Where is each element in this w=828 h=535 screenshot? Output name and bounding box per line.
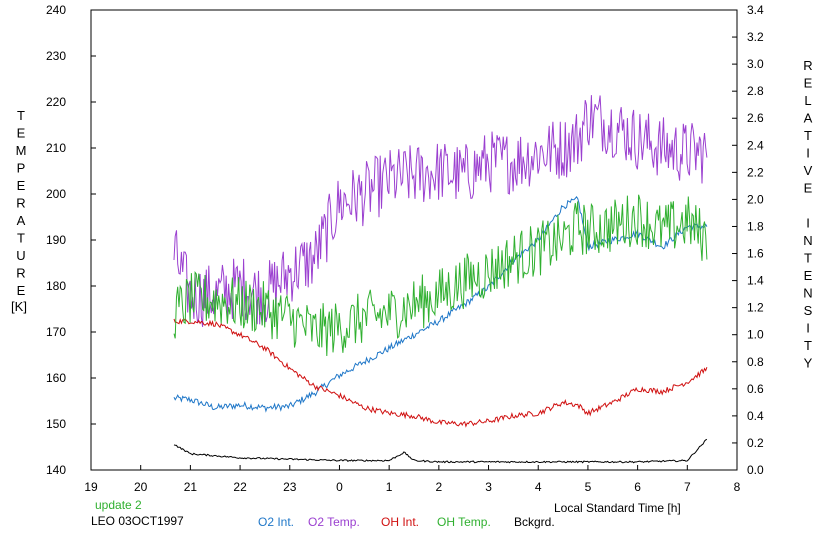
series-line-oh-temp [173,194,708,357]
x-tick-label: 20 [134,480,148,494]
y-right-tick-label: 0.8 [747,355,764,369]
x-tick-label: 3 [485,480,492,494]
y-left-tick-label: 170 [46,325,66,339]
footer-group: update 2 LEO 03OCT1997 Local Standard Ti… [91,498,681,528]
right-axis-label-letter: T [804,128,812,143]
right-axis-label-letter: I [806,216,810,231]
right-axis-label-letter: E [804,181,813,196]
y-right-tick-label: 2.4 [747,138,764,152]
left-axis-unit: [K] [11,299,27,314]
y-left-tick-label: 140 [46,463,66,477]
series-group [173,95,708,464]
left-axis-label-letter: T [17,231,25,246]
x-tick-label: 19 [84,480,98,494]
y-left-tick-label: 150 [46,417,66,431]
right-axis-label-letter: T [804,251,812,266]
y-left-tick-label: 200 [46,187,66,201]
right-axis-label-letter: V [804,163,813,178]
right-axis-label-letter: R [803,58,812,73]
right-axis-label-letter: I [806,321,810,336]
left-axis-label-letter: R [16,196,25,211]
left-axis-label-letter: R [16,266,25,281]
x-tick-label: 8 [734,480,741,494]
left-axis-label-letter: U [16,248,25,263]
update-label: update 2 [95,498,142,512]
legend-entry: Bckgrd. [514,515,555,529]
x-tick-label: 6 [634,480,641,494]
y-right-tick-label: 3.0 [747,57,764,71]
y-left-tick-label: 160 [46,371,66,385]
y-right-tick-label: 1.2 [747,301,764,315]
right-axis-label-letter: N [803,233,812,248]
right-axis-label-letter: T [804,338,812,353]
legend-entry: OH Temp. [437,515,491,529]
y-left-tick-label: 230 [46,49,66,63]
right-axis-label-letter: I [806,146,810,161]
right-axis-label-letter: E [804,268,813,283]
y-right-tick-label: 2.6 [747,111,764,125]
series-line-oh-int [173,318,708,428]
y-left-tick-label: 210 [46,141,66,155]
y-right-tick-label: 2.2 [747,165,764,179]
y-left-tick-label: 180 [46,279,66,293]
right-axis-label-letter: E [804,76,813,91]
left-axis-label-letter: T [17,108,25,123]
right-axis-label-letter: S [804,303,813,318]
series-line-bckgrd [173,438,708,464]
y-right-tick-label: 2.8 [747,84,764,98]
axes-group [90,9,738,471]
y-right-tick-label: 1.6 [747,247,764,261]
legend-entry: OH Int. [381,515,419,529]
x-tick-label: 5 [585,480,592,494]
legend-entry: O2 Int. [258,515,294,529]
right-axis-label-letter: A [804,111,813,126]
left-axis-label-letter: E [17,126,26,141]
y-right-tick-label: 2.0 [747,192,764,206]
y-right-tick-label: 0.4 [747,409,764,423]
y-right-tick-label: 3.2 [747,30,764,44]
left-axis-label-letter: M [16,143,27,158]
right-axis-label-letter: L [804,93,811,108]
left-axis-label-letter: P [17,161,26,176]
right-axis-label-letter: Y [804,356,813,371]
labels-group: 1401501601701801902002102202302400.00.20… [11,3,813,529]
y-right-tick-label: 1.4 [747,274,764,288]
legend-entry: O2 Temp. [308,515,360,529]
x-tick-label: 7 [684,480,691,494]
station-label: LEO 03OCT1997 [91,514,184,528]
x-tick-label: 4 [535,480,542,494]
left-axis-label-letter: E [17,178,26,193]
y-right-tick-label: 1.8 [747,219,764,233]
right-axis-label-letter: N [803,286,812,301]
y-left-tick-label: 240 [46,3,66,17]
left-axis-label-letter: E [17,283,26,298]
y-right-tick-label: 3.4 [747,3,764,17]
left-axis-label-letter: A [17,213,26,228]
x-axis-label: Local Standard Time [h] [554,501,681,515]
y-left-tick-label: 190 [46,233,66,247]
y-right-tick-label: 0.0 [747,463,764,477]
x-tick-label: 21 [184,480,198,494]
y-right-tick-label: 1.0 [747,328,764,342]
x-tick-label: 23 [283,480,297,494]
y-right-tick-label: 0.2 [747,436,764,450]
x-tick-label: 22 [233,480,247,494]
y-right-tick-label: 0.6 [747,382,764,396]
x-tick-label: 2 [436,480,443,494]
x-tick-label: 1 [386,480,393,494]
y-left-tick-label: 220 [46,95,66,109]
x-tick-label: 0 [336,480,343,494]
